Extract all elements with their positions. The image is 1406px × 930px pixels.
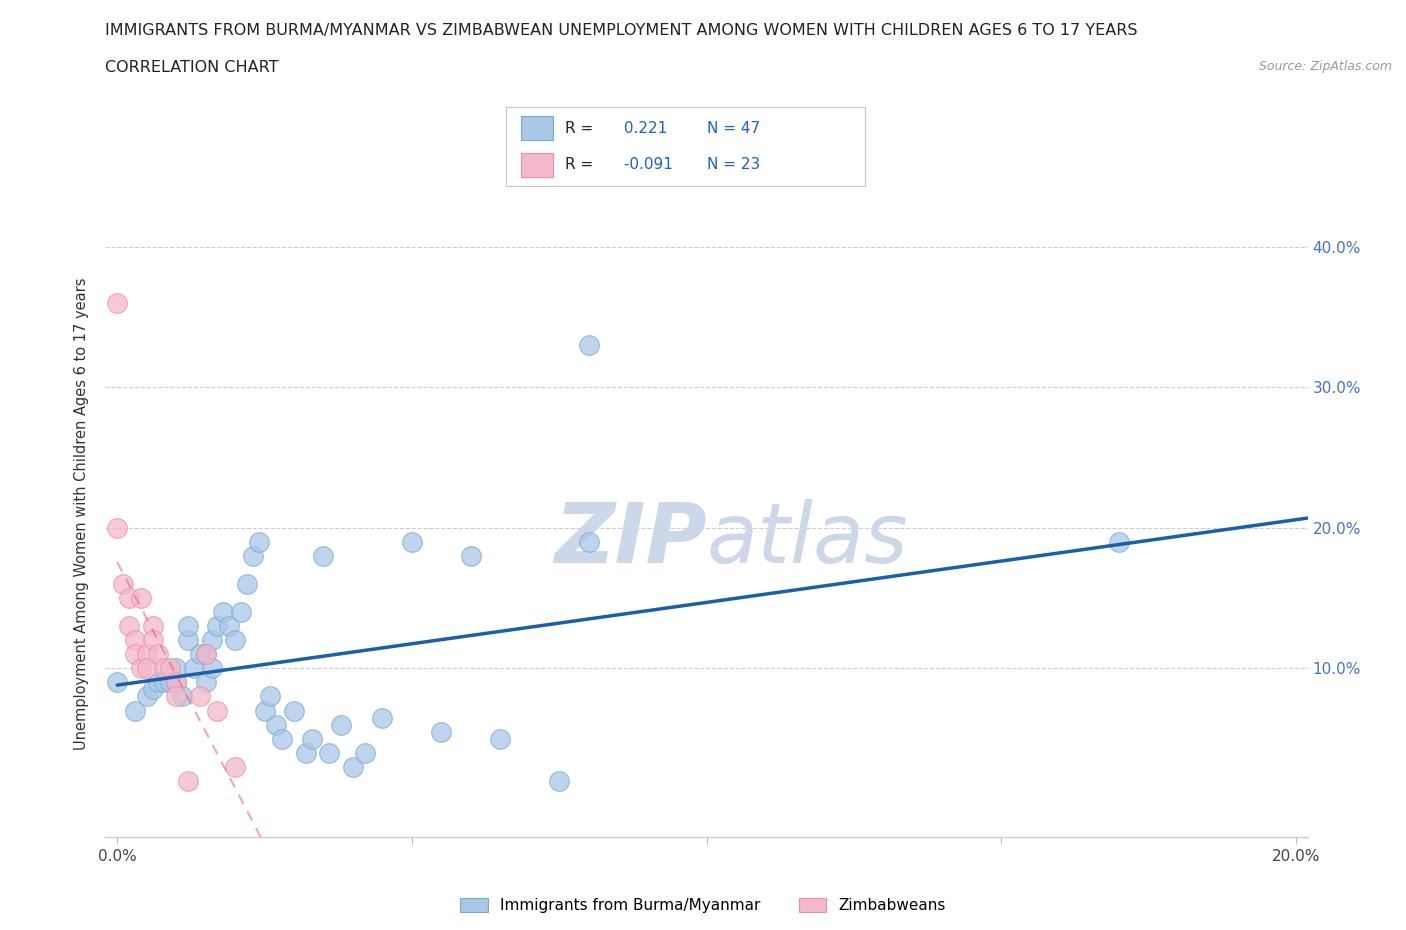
Point	[283, 703, 305, 718]
Text: IMMIGRANTS FROM BURMA/MYANMAR VS ZIMBABWEAN UNEMPLOYMENT AMONG WOMEN WITH CHILDR: IMMIGRANTS FROM BURMA/MYANMAR VS ZIMBABW…	[105, 23, 1137, 38]
Point	[578, 338, 600, 352]
Point	[135, 647, 157, 662]
Point	[124, 632, 146, 647]
Point	[105, 675, 128, 690]
Point	[212, 604, 235, 619]
Point	[207, 618, 229, 633]
Point	[247, 535, 270, 550]
Point	[194, 647, 217, 662]
Point	[224, 759, 246, 774]
Text: Source: ZipAtlas.com: Source: ZipAtlas.com	[1258, 60, 1392, 73]
Point	[371, 711, 394, 725]
Text: N = 47: N = 47	[707, 121, 761, 136]
Text: ZIP: ZIP	[554, 499, 707, 580]
Point	[142, 682, 165, 697]
Point	[342, 759, 364, 774]
Point	[430, 724, 453, 739]
Point	[105, 521, 128, 536]
Point	[229, 604, 252, 619]
Point	[165, 675, 187, 690]
Point	[460, 549, 482, 564]
Point	[253, 703, 276, 718]
Point	[200, 661, 222, 676]
Point	[294, 745, 316, 760]
Point	[165, 689, 187, 704]
Point	[259, 689, 281, 704]
Point	[159, 661, 181, 676]
Point	[177, 618, 200, 633]
Point	[135, 661, 157, 676]
Point	[129, 661, 152, 676]
Point	[124, 703, 146, 718]
Point	[489, 731, 512, 746]
Point	[135, 689, 157, 704]
Point	[236, 577, 259, 591]
Point	[194, 647, 217, 662]
Point	[129, 591, 152, 605]
Text: CORRELATION CHART: CORRELATION CHART	[105, 60, 278, 75]
Legend: Immigrants from Burma/Myanmar, Zimbabweans: Immigrants from Burma/Myanmar, Zimbabwea…	[460, 897, 946, 913]
Point	[148, 675, 170, 690]
Point	[318, 745, 340, 760]
Point	[207, 703, 229, 718]
Point	[153, 675, 176, 690]
Point	[112, 577, 135, 591]
Text: R =: R =	[565, 157, 593, 172]
Point	[200, 632, 222, 647]
Text: 0.221: 0.221	[619, 121, 668, 136]
Point	[301, 731, 323, 746]
Point	[330, 717, 353, 732]
Point	[1108, 535, 1130, 550]
Point	[142, 632, 165, 647]
Point	[188, 689, 211, 704]
Point	[177, 774, 200, 789]
Point	[118, 591, 141, 605]
Point	[124, 647, 146, 662]
Point	[142, 618, 165, 633]
Point	[165, 661, 187, 676]
Point	[170, 689, 193, 704]
Point	[266, 717, 288, 732]
Point	[165, 675, 187, 690]
Text: N = 23: N = 23	[707, 157, 761, 172]
Point	[177, 632, 200, 647]
Point	[105, 296, 128, 311]
Point	[401, 535, 423, 550]
Y-axis label: Unemployment Among Women with Children Ages 6 to 17 years: Unemployment Among Women with Children A…	[75, 277, 90, 751]
Point	[194, 675, 217, 690]
Bar	[520, 153, 553, 177]
Point	[312, 549, 335, 564]
Point	[218, 618, 240, 633]
Point	[548, 774, 571, 789]
Point	[188, 647, 211, 662]
Text: -0.091: -0.091	[619, 157, 673, 172]
Point	[578, 535, 600, 550]
Point	[271, 731, 294, 746]
Bar	[520, 116, 553, 140]
Point	[224, 632, 246, 647]
Point	[118, 618, 141, 633]
Text: atlas: atlas	[707, 499, 908, 580]
Point	[148, 647, 170, 662]
Point	[353, 745, 375, 760]
Point	[153, 661, 176, 676]
Point	[183, 661, 205, 676]
Point	[242, 549, 264, 564]
Point	[159, 675, 181, 690]
Text: R =: R =	[565, 121, 593, 136]
